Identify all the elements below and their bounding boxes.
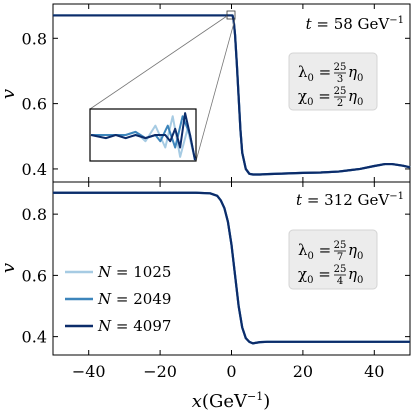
svg-text:η0: η0 [348, 63, 363, 84]
zoom-connector-right [195, 18, 236, 162]
bottom-param-chi: χ0 = 25 4 η0 [298, 264, 363, 287]
x-tick-label: −20 [143, 362, 177, 381]
zoom-connector-left [89, 15, 228, 110]
series-line-4097 [53, 191, 410, 345]
zoom-inset [89, 108, 197, 162]
svg-text:η0: η0 [348, 87, 363, 108]
y-tick-label: 0.8 [22, 205, 47, 224]
bottom-parameter-box: λ0 = 25 7 η0 χ0 = 25 4 η0 [288, 229, 378, 290]
svg-text:N = 2049: N = 2049 [97, 290, 171, 308]
svg-text:25: 25 [334, 86, 347, 97]
svg-text:25: 25 [334, 264, 347, 275]
x-tick-label: 0 [226, 362, 236, 381]
y-tick-label: 0.4 [22, 160, 47, 179]
svg-text:χ0 =: χ0 = [298, 87, 331, 108]
legend-entry-1025: N = 1025 [65, 263, 171, 281]
svg-text:λ0 =: λ0 = [298, 241, 331, 262]
svg-text:N = 1025: N = 1025 [97, 263, 171, 281]
bottom-parameter-box-bg [288, 229, 378, 290]
y-tick-label: 0.6 [22, 95, 47, 114]
inset-series-lines [90, 112, 196, 161]
legend: N = 1025 N = 2049 N = 4097 [65, 263, 171, 335]
svg-text:2: 2 [337, 98, 343, 109]
inset-line-4097 [90, 112, 196, 161]
svg-text:η0: η0 [348, 265, 363, 286]
top-time-label: t = 58 GeV−1 [306, 15, 404, 33]
bottom-x-ticks: −40 −20 0 20 40 [72, 182, 384, 381]
x-tick-label: −40 [72, 362, 106, 381]
legend-entry-4097: N = 4097 [65, 317, 171, 335]
top-y-ticks: 0.4 0.6 0.8 [22, 29, 410, 179]
top-panel: 0.4 0.6 0.8 v t = 58 GeV−1 λ0 = 25 3 η0 χ0… [0, 3, 411, 183]
bottom-series-lines [53, 191, 410, 345]
svg-text:N = 4097: N = 4097 [97, 317, 171, 335]
bottom-param-lambda: λ0 = 25 7 η0 [298, 240, 363, 263]
top-param-chi: χ0 = 25 2 η0 [298, 86, 363, 109]
y-tick-label: 0.4 [22, 328, 47, 347]
svg-text:η0: η0 [348, 241, 363, 262]
svg-text:4: 4 [337, 276, 343, 287]
y-tick-label: 0.8 [22, 29, 47, 48]
bottom-y-axis-label: v [0, 263, 19, 273]
top-y-axis-label: v [0, 89, 19, 99]
x-tick-label: 20 [293, 362, 313, 381]
bottom-time-label: t = 312 GeV−1 [296, 191, 404, 209]
svg-text:25: 25 [334, 62, 347, 73]
top-param-lambda: λ0 = 25 3 η0 [298, 62, 363, 85]
svg-text:χ0 =: χ0 = [298, 265, 331, 286]
top-parameter-box-bg [288, 52, 378, 111]
bottom-y-ticks: 0.4 0.6 0.8 [22, 205, 410, 347]
legend-entry-2049: N = 2049 [65, 290, 171, 308]
svg-text:25: 25 [334, 240, 347, 251]
svg-text:λ0 =: λ0 = [298, 63, 331, 84]
top-series-lines [53, 14, 411, 176]
top-x-ticks [88, 4, 375, 182]
series-line-4097 [53, 14, 411, 176]
y-tick-label: 0.6 [22, 266, 47, 285]
bottom-panel: 0.4 0.6 0.8 −40 −20 0 20 40 v t = 312 GeV−1 λ0… [0, 181, 411, 412]
zoom-region-marker [226, 10, 236, 20]
svg-text:7: 7 [337, 252, 343, 263]
svg-text:3: 3 [337, 74, 343, 85]
x-axis-label: x(GeV−1) [192, 390, 270, 412]
x-tick-label: 40 [364, 362, 384, 381]
top-parameter-box: λ0 = 25 3 η0 χ0 = 25 2 η0 [288, 52, 378, 111]
